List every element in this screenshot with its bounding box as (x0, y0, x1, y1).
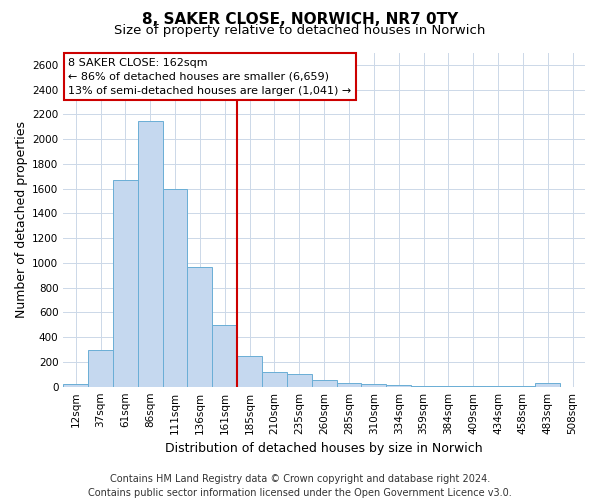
Bar (88, 350, 113, 387)
Text: Contains HM Land Registry data © Crown copyright and database right 2024.
Contai: Contains HM Land Registry data © Crown c… (88, 474, 512, 498)
X-axis label: Distribution of detached houses by size in Norwich: Distribution of detached houses by size … (166, 442, 483, 455)
Text: 8 SAKER CLOSE: 162sqm
← 86% of detached houses are smaller (6,659)
13% of semi-d: 8 SAKER CLOSE: 162sqm ← 86% of detached … (68, 58, 352, 96)
Bar (212, 325, 237, 386)
Bar (337, 383, 361, 386)
Bar (187, 266, 212, 386)
Bar (361, 384, 386, 386)
Text: Size of property relative to detached houses in Norwich: Size of property relative to detached ho… (115, 24, 485, 37)
Bar (312, 380, 337, 386)
Y-axis label: Number of detached properties: Number of detached properties (15, 121, 28, 318)
Text: 8, SAKER CLOSE, NORWICH, NR7 0TY: 8, SAKER CLOSE, NORWICH, NR7 0TY (142, 12, 458, 28)
Bar (287, 374, 312, 386)
Bar (163, 188, 187, 386)
Bar (63, 384, 88, 386)
Bar (237, 356, 262, 386)
Bar (535, 383, 560, 386)
Bar (138, 120, 163, 386)
Bar (262, 372, 287, 386)
Bar (113, 180, 138, 386)
